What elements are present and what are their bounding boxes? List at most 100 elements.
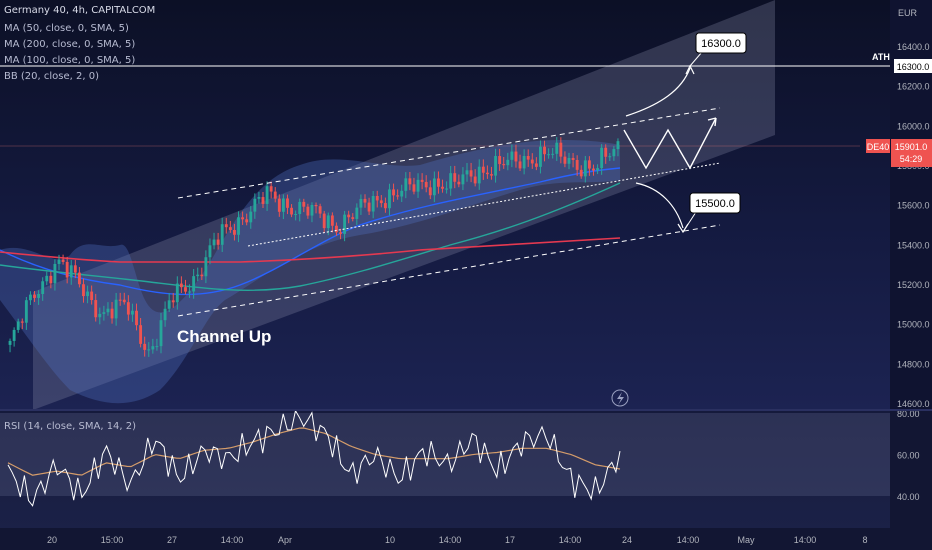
time-tick-label: 14:00: [221, 535, 244, 545]
candle-body: [400, 190, 404, 197]
bullish-projection: [625, 67, 691, 117]
candle-body: [196, 274, 200, 277]
last-price-box: [891, 139, 932, 167]
ma200-line: [0, 237, 621, 263]
candle-body: [135, 310, 138, 326]
candle-body: [290, 207, 293, 215]
candle-body: [432, 178, 436, 196]
candle-body: [253, 198, 257, 212]
candle-body: [265, 186, 269, 204]
candle-body: [167, 300, 171, 309]
candle-body: [465, 170, 469, 175]
price-pane[interactable]: 16300.0 15500.0 Channel Up EUR 16400.0 16200…: [0, 0, 932, 410]
projected-zigzag: [623, 117, 717, 170]
candle-body: [118, 299, 122, 301]
candle-body: [473, 176, 477, 184]
rsi-pane[interactable]: 80.00 60.00 40.00 RSI (14, close, SMA, 14,…: [0, 411, 932, 528]
bollinger-cloud: [0, 140, 620, 404]
legend-ma50[interactable]: MA (50, close, 0, SMA, 5): [4, 23, 129, 34]
rsi-band: [0, 413, 890, 496]
candle-body: [604, 147, 608, 157]
candle-body: [122, 299, 126, 303]
candle-body: [233, 229, 236, 235]
legend-rsi[interactable]: RSI (14, close, SMA, 14, 2): [4, 421, 137, 432]
ma50-line: [0, 167, 621, 296]
candle-body: [351, 217, 355, 219]
candle-body: [490, 174, 493, 176]
price-tick-label: 15400.0: [897, 240, 930, 250]
price-tick-label: 16200.0: [897, 82, 930, 92]
candle-body: [179, 283, 183, 288]
candle-body: [310, 204, 314, 216]
candle-body: [228, 227, 232, 230]
price-chart[interactable]: 16300.0 15500.0 Channel Up EUR 16400.0 16200…: [0, 0, 932, 410]
pane-divider[interactable]: [0, 409, 932, 411]
candle-body: [367, 202, 371, 212]
candle-body: [212, 239, 216, 246]
price-axis-layer: EUR16400.016200.016000.015800.015600.015…: [866, 0, 932, 410]
candle-body: [302, 201, 306, 207]
candle-body: [298, 201, 302, 215]
price-tick-label: 16400.0: [897, 42, 930, 52]
candle-body: [306, 206, 310, 216]
price-tick-label: 16000.0: [897, 121, 930, 131]
candle-body: [24, 300, 28, 323]
candle-body: [155, 346, 159, 348]
candle-body: [596, 168, 599, 171]
candle-body: [261, 197, 265, 204]
rsi-tick-label: 60.00: [897, 451, 920, 461]
candle-body: [94, 300, 98, 318]
candle-body: [37, 293, 41, 298]
candle-body: [126, 302, 130, 315]
candle-body: [441, 186, 444, 189]
candle-body: [20, 321, 24, 323]
candle-body: [363, 198, 367, 203]
candle-body: [587, 160, 591, 169]
channel-up-label: Channel Up: [177, 327, 271, 346]
candle-body: [273, 191, 277, 199]
target-down-connector: [682, 211, 697, 233]
legend-bb[interactable]: BB (20, close, 2, 0): [4, 71, 99, 82]
candle-body: [555, 142, 559, 154]
candle-body: [396, 195, 400, 197]
target-down-label: 15500.0: [695, 198, 735, 210]
time-tick-label: 10: [385, 535, 395, 545]
candle-body: [547, 154, 551, 156]
bearish-projection: [635, 182, 684, 229]
lightning-icon-glyph: [617, 392, 624, 405]
candle-body: [424, 181, 428, 188]
time-axis-labels: 20 15:00 27 14:00 Apr 10 14:00 17 14:00 24 14:00 Ma…: [47, 535, 868, 545]
candle-body: [335, 225, 338, 233]
candle-body: [571, 157, 575, 161]
legend-ma100[interactable]: MA (100, close, 0, SMA, 5): [4, 55, 136, 66]
rsi-chart[interactable]: 80.00 60.00 40.00: [0, 411, 932, 528]
candle-body: [114, 299, 118, 319]
candle-body: [61, 259, 65, 262]
legend-ma200[interactable]: MA (200, close, 0, SMA, 5): [4, 39, 136, 50]
candle-body: [551, 153, 555, 155]
candle-body: [245, 219, 249, 223]
candle-body: [469, 170, 473, 177]
candle-body: [110, 308, 114, 319]
symbol-badge: DE40: [867, 142, 890, 152]
candle-body: [371, 196, 375, 212]
candle-body: [412, 184, 416, 192]
candle-body: [322, 213, 326, 229]
time-axis[interactable]: 20 15:00 27 14:00 Apr 10 14:00 17 14:00 24 14:00 Ma…: [0, 528, 932, 550]
time-tick-label: 14:00: [794, 535, 817, 545]
candle-body: [481, 166, 485, 173]
target-up-connector: [689, 51, 703, 67]
candle-body: [534, 163, 538, 167]
candle-body: [314, 204, 318, 207]
moving-averages-layer: [0, 167, 621, 296]
candle-body: [318, 206, 322, 214]
candle-body: [404, 178, 408, 191]
candle-body: [326, 215, 330, 229]
candle-body: [510, 151, 514, 160]
time-tick-label: 17: [505, 535, 515, 545]
time-tick-label: 14:00: [677, 535, 700, 545]
candle-body: [159, 320, 163, 347]
target-down-label-box: [689, 192, 741, 214]
candle-body: [559, 142, 563, 157]
candle-body: [102, 312, 106, 314]
